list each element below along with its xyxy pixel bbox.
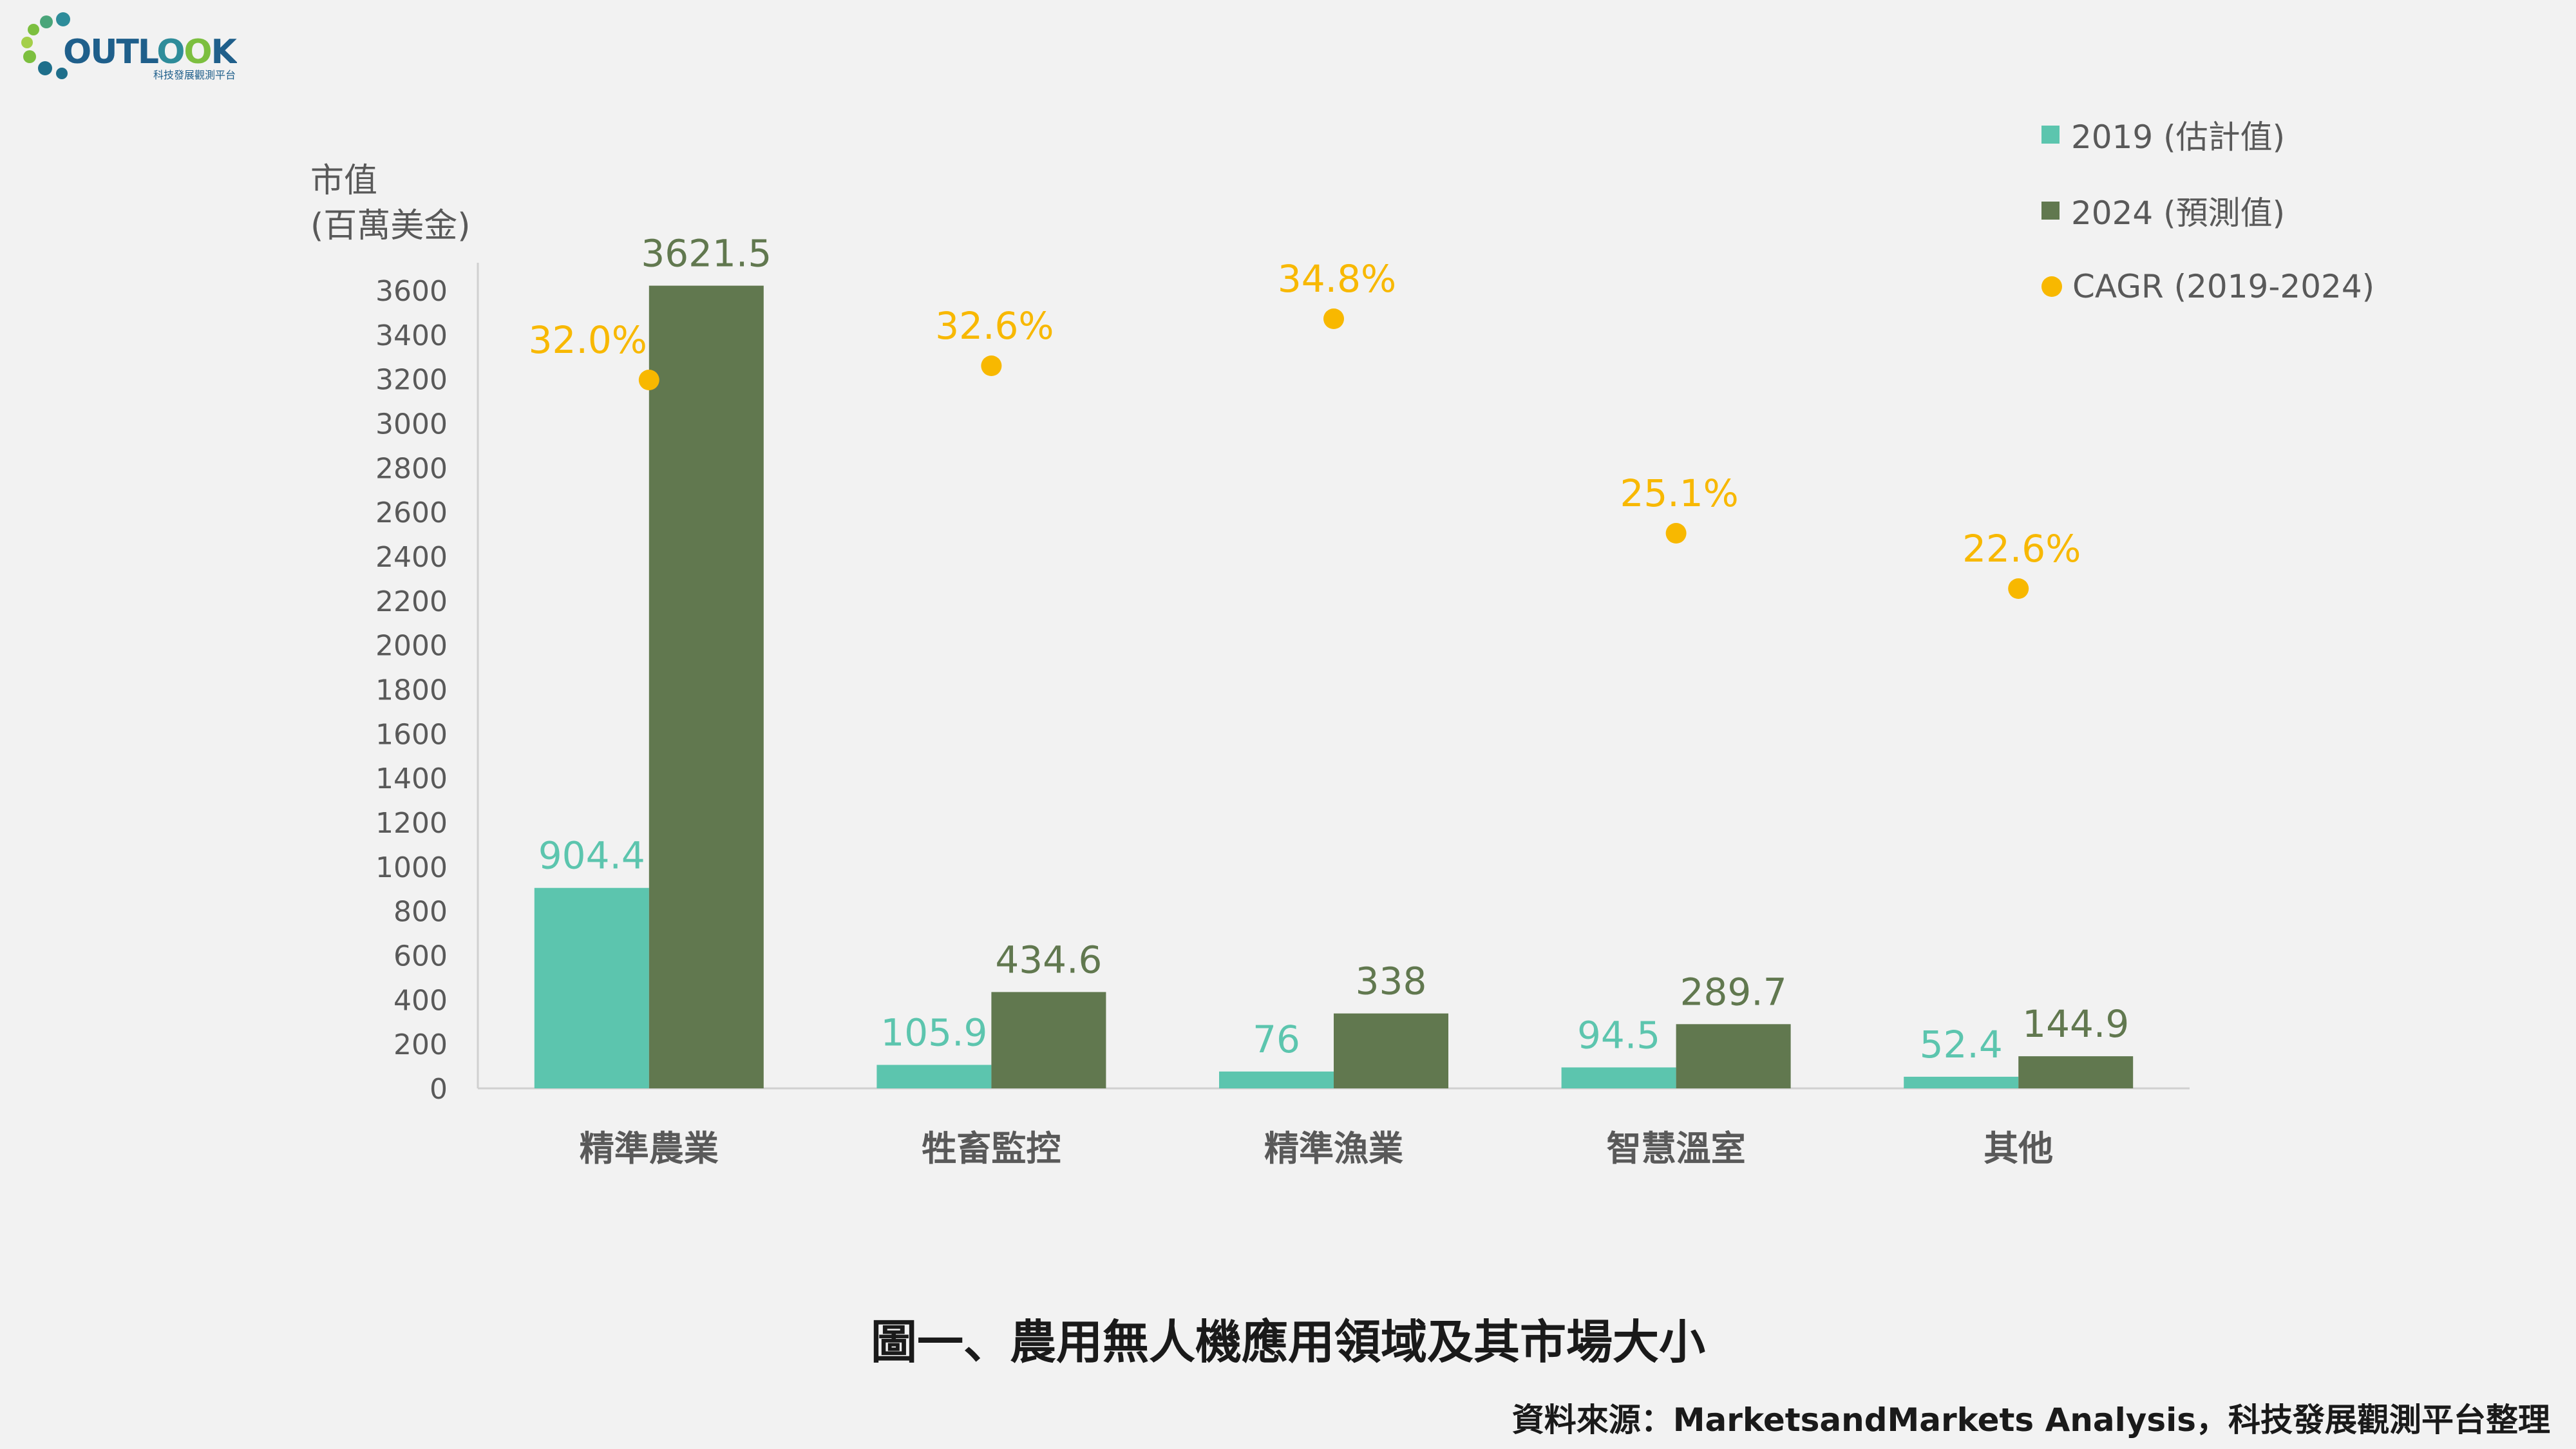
legend-item-cagr: CAGR (2019-2024)	[2041, 249, 2374, 325]
y-tick-label: 3000	[375, 408, 448, 441]
y-tick-label: 2400	[375, 541, 448, 574]
bar-2024	[1676, 1024, 1791, 1088]
outlook-logo: OUTLOOK 科技發展觀測平台	[21, 12, 237, 81]
y-tick-label: 400	[393, 984, 448, 1017]
cagr-point	[1665, 523, 1687, 544]
cagr-label: 32.6%	[935, 304, 1054, 348]
cagr-point	[2008, 578, 2029, 599]
bar-2019	[876, 1065, 992, 1088]
category-label: 智慧溫室	[1607, 1128, 1746, 1169]
legend-swatch-2019	[2041, 126, 2060, 144]
y-tick-label: 2600	[375, 497, 448, 529]
y-tick-label: 3400	[375, 319, 448, 352]
y-axis-title-line1: 市值	[310, 162, 378, 200]
legend-item-2024: 2024 (預測值)	[2041, 173, 2374, 249]
y-tick-label: 2800	[375, 452, 448, 485]
figure-caption: 圖一、農用無人機應用領域及其市場大小	[870, 1315, 1705, 1369]
cagr-label: 34.8%	[1278, 257, 1396, 301]
bar-label-2019: 52.4	[1920, 1023, 2003, 1066]
bar-label-2024: 144.9	[2022, 1002, 2129, 1046]
y-tick-label: 1800	[375, 674, 448, 707]
bar-label-2024: 3621.5	[641, 232, 772, 276]
y-tick-label: 1400	[375, 762, 448, 795]
cagr-point	[638, 370, 659, 390]
legend-item-2019: 2019 (估計值)	[2041, 97, 2374, 173]
bar-2024	[991, 992, 1106, 1088]
bar-label-2024: 434.6	[995, 938, 1102, 981]
bar-2024	[1334, 1013, 1448, 1088]
bar-label-2019: 904.4	[538, 834, 645, 878]
bar-label-2019: 94.5	[1577, 1013, 1660, 1057]
y-tick-label: 1600	[375, 718, 448, 751]
y-tick-label: 800	[393, 896, 448, 929]
bar-2019	[1904, 1076, 2019, 1088]
y-tick-label: 200	[393, 1028, 448, 1061]
source-note: 資料來源：MarketsandMarkets Analysis，科技發展觀測平台…	[1511, 1401, 2550, 1439]
svg-text:OUTLOOK: OUTLOOK	[63, 33, 237, 71]
y-tick-label: 3600	[375, 275, 448, 308]
legend-swatch-2024	[2041, 202, 2060, 220]
legend-label-2024: 2024 (預測值)	[2071, 194, 2286, 232]
category-label: 牲畜監控	[922, 1128, 1061, 1169]
y-tick-label: 1200	[375, 807, 448, 840]
cagr-label: 22.6%	[1962, 527, 2081, 571]
legend: 2019 (估計值) 2024 (預測值) CAGR (2019-2024)	[2041, 97, 2374, 325]
y-tick-label: 3200	[375, 364, 448, 397]
bar-label-2019: 76	[1253, 1018, 1300, 1061]
cagr-point	[981, 355, 1002, 376]
category-label: 精準農業	[580, 1128, 719, 1169]
cagr-label: 32.0%	[529, 318, 647, 362]
y-axis-title: 市值 (百萬美金)	[310, 158, 471, 249]
y-tick-label: 600	[393, 940, 448, 973]
category-label: 其他	[1984, 1128, 2053, 1169]
bar-2024	[2018, 1056, 2134, 1088]
y-tick-label: 2200	[375, 585, 448, 618]
legend-label-cagr: CAGR (2019-2024)	[2072, 268, 2375, 305]
bar-2019	[1561, 1067, 1676, 1088]
bar-label-2024: 338	[1356, 960, 1427, 1003]
legend-label-2019: 2019 (估計值)	[2071, 118, 2286, 156]
bar-2024	[649, 285, 764, 1089]
legend-swatch-cagr	[2041, 276, 2062, 297]
category-label: 精準漁業	[1264, 1128, 1403, 1169]
svg-text:科技發展觀測平台: 科技發展觀測平台	[153, 69, 236, 81]
bar-2019	[534, 887, 649, 1088]
y-tick-label: 0	[430, 1073, 448, 1106]
bar-label-2019: 105.9	[880, 1011, 987, 1055]
y-tick-label: 2000	[375, 630, 448, 663]
y-tick-label: 1000	[375, 851, 448, 884]
cagr-label: 25.1%	[1620, 471, 1738, 515]
y-axis-title-line2: (百萬美金)	[310, 207, 471, 245]
bar-2019	[1219, 1071, 1334, 1088]
bar-label-2024: 289.7	[1680, 970, 1787, 1014]
cagr-point	[1323, 308, 1344, 329]
